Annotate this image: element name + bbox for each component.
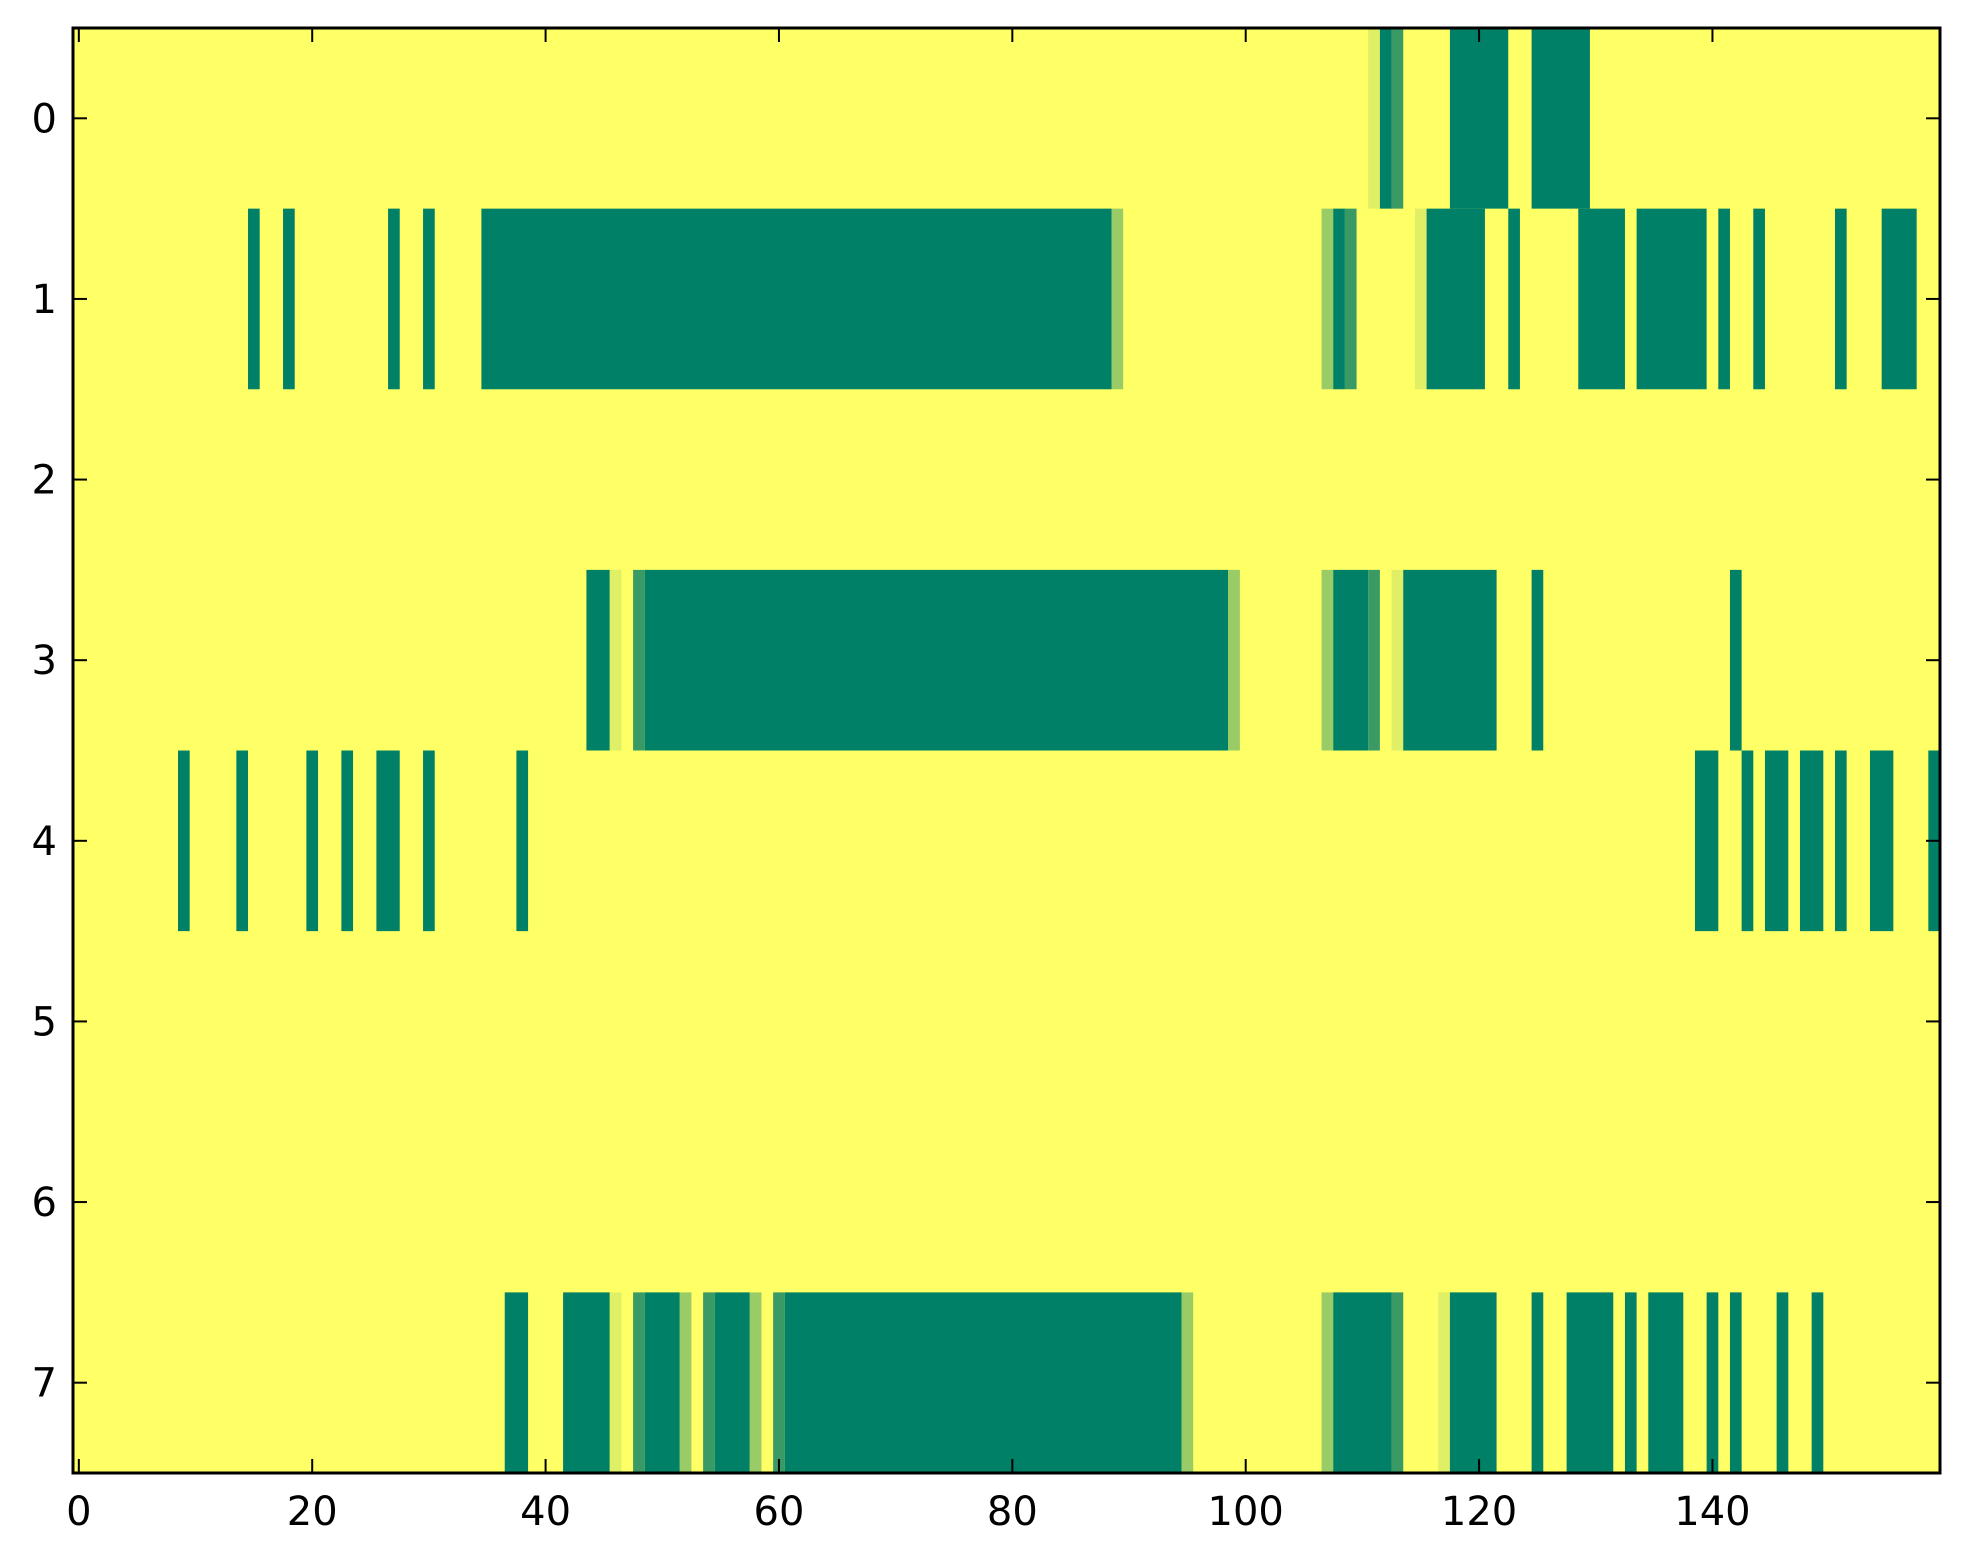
- heatmap-cell-row1-8: [1344, 208, 1357, 390]
- y-tick-label-3: 3: [32, 638, 57, 684]
- heatmap-cell-row3-2: [633, 569, 645, 751]
- x-tick-label-0: 0: [66, 1489, 91, 1535]
- heatmap-cell-row1-17: [1881, 208, 1917, 390]
- axis-ticks: [73, 28, 1940, 1473]
- heatmap-cell-row3-5: [1321, 569, 1334, 751]
- heatmap-cell-row7-10: [784, 1292, 1182, 1474]
- heatmap-cell-row1-16: [1834, 208, 1847, 390]
- plot-frame: [71, 26, 1942, 1475]
- heatmap-cell-row4-10: [1799, 750, 1824, 932]
- heatmap-cell-row7-20: [1648, 1292, 1684, 1474]
- heatmap-cell-row1-5: [1111, 208, 1124, 390]
- heatmap-cell-row4-4: [376, 750, 400, 932]
- y-tick-label-5: 5: [32, 999, 57, 1045]
- heatmap-cell-row7-19: [1624, 1292, 1637, 1474]
- heatmap-cell-row7-3: [633, 1292, 645, 1474]
- heatmap-cell-row1-7: [1333, 208, 1345, 390]
- heatmap-cell-row4-0: [178, 750, 190, 932]
- heatmap-cell-row1-10: [1426, 208, 1485, 390]
- heatmap-cell-row3-1: [609, 569, 622, 751]
- y-tick-label-6: 6: [32, 1180, 57, 1226]
- heatmap-cell-row4-8: [1741, 750, 1754, 932]
- heatmap-cell-row7-17: [1531, 1292, 1544, 1474]
- heatmap-cell-row1-2: [388, 208, 400, 390]
- heatmap-cell-row1-6: [1321, 208, 1334, 390]
- heatmap-cell-row7-12: [1321, 1292, 1334, 1474]
- y-tick-label-7: 7: [32, 1361, 57, 1407]
- heatmap-cell-row7-4: [644, 1292, 680, 1474]
- heatmap-cell-row4-6: [516, 750, 529, 932]
- heatmap-cell-row1-0: [248, 208, 260, 390]
- heatmap-cell-row7-15: [1438, 1292, 1450, 1474]
- heatmap-cell-row7-13: [1333, 1292, 1392, 1474]
- heatmap-cell-row1-9: [1414, 208, 1427, 390]
- heatmap-cell-row7-1: [563, 1292, 610, 1474]
- heatmap-cell-row1-11: [1508, 208, 1520, 390]
- x-tick-label-60: 60: [754, 1489, 805, 1535]
- y-tick-label-0: 0: [32, 96, 57, 142]
- heatmap-cell-row3-4: [1228, 569, 1240, 751]
- heatmap-cell-row7-18: [1566, 1292, 1614, 1474]
- heatmap-cell-row7-8: [749, 1292, 762, 1474]
- heatmap-cell-row7-5: [679, 1292, 692, 1474]
- heatmap-cell-row0-1: [1379, 28, 1392, 209]
- heatmap-cell-row1-12: [1578, 208, 1625, 390]
- heatmap-cell-row1-3: [423, 208, 435, 390]
- heatmap-cell-row4-2: [306, 750, 319, 932]
- heatmap-cell-row7-11: [1181, 1292, 1194, 1474]
- heatmap-cell-row1-15: [1753, 208, 1765, 390]
- y-tick-label-2: 2: [32, 458, 57, 504]
- heatmap-cell-row7-9: [773, 1292, 785, 1474]
- heatmap-cell-row4-11: [1834, 750, 1847, 932]
- heatmap-cell-row0-0: [1368, 28, 1380, 209]
- heatmap-cell-row3-8: [1391, 569, 1404, 751]
- heatmap-cell-row7-23: [1776, 1292, 1789, 1474]
- heatmap-cell-row1-13: [1636, 208, 1707, 390]
- heatmap-cell-row3-7: [1368, 569, 1380, 751]
- heatmap-cell-row4-7: [1694, 750, 1719, 932]
- y-tick-label-4: 4: [32, 819, 57, 865]
- heatmap-cell-row3-6: [1333, 569, 1369, 751]
- heatmap-cell-row7-7: [714, 1292, 750, 1474]
- heatmap-cell-row7-0: [504, 1292, 529, 1474]
- y-tick-label-1: 1: [32, 277, 57, 323]
- heatmap-cell-row7-22: [1729, 1292, 1742, 1474]
- x-tick-label-120: 120: [1441, 1489, 1517, 1535]
- heatmap-cell-row4-3: [341, 750, 354, 932]
- x-tick-label-20: 20: [287, 1489, 338, 1535]
- heatmap-cell-row7-24: [1811, 1292, 1824, 1474]
- heatmap-cell-row1-4: [481, 208, 1112, 390]
- heatmap-cell-row7-2: [609, 1292, 622, 1474]
- x-tick-label-40: 40: [520, 1489, 571, 1535]
- heatmap-cell-row3-9: [1403, 569, 1497, 751]
- heatmap-cell-row7-6: [703, 1292, 715, 1474]
- heatmap-cell-row3-0: [586, 569, 610, 751]
- axis-tick-labels: 0 20 40 60 80 100 120 140 0 1 2 3 4 5 6 7: [32, 96, 1751, 1535]
- x-tick-label-100: 100: [1208, 1489, 1284, 1535]
- heatmap-cell-row0-4: [1531, 28, 1590, 209]
- heatmap-cell-row4-5: [423, 750, 435, 932]
- heatmap-cell-row3-3: [644, 569, 1229, 751]
- heatmap-cell-row7-21: [1706, 1292, 1719, 1474]
- x-tick-label-80: 80: [987, 1489, 1038, 1535]
- heatmap-cell-row0-3: [1449, 28, 1509, 209]
- heatmap-cell-row1-1: [283, 208, 295, 390]
- heatmap-cell-row4-1: [236, 750, 249, 932]
- heatmap-cell-row0-2: [1391, 28, 1404, 209]
- heatmap-cell-row4-9: [1764, 750, 1789, 932]
- heatmap-cell-row3-11: [1729, 569, 1742, 751]
- heatmap-cells: [178, 28, 1940, 1474]
- heatmap-cell-row4-12: [1869, 750, 1894, 932]
- heatmap-cell-row3-10: [1531, 569, 1544, 751]
- x-tick-label-140: 140: [1674, 1489, 1750, 1535]
- heatmap-cell-row1-14: [1718, 208, 1730, 390]
- heatmap-cell-row7-16: [1449, 1292, 1497, 1474]
- heatmap-cell-row7-14: [1391, 1292, 1404, 1474]
